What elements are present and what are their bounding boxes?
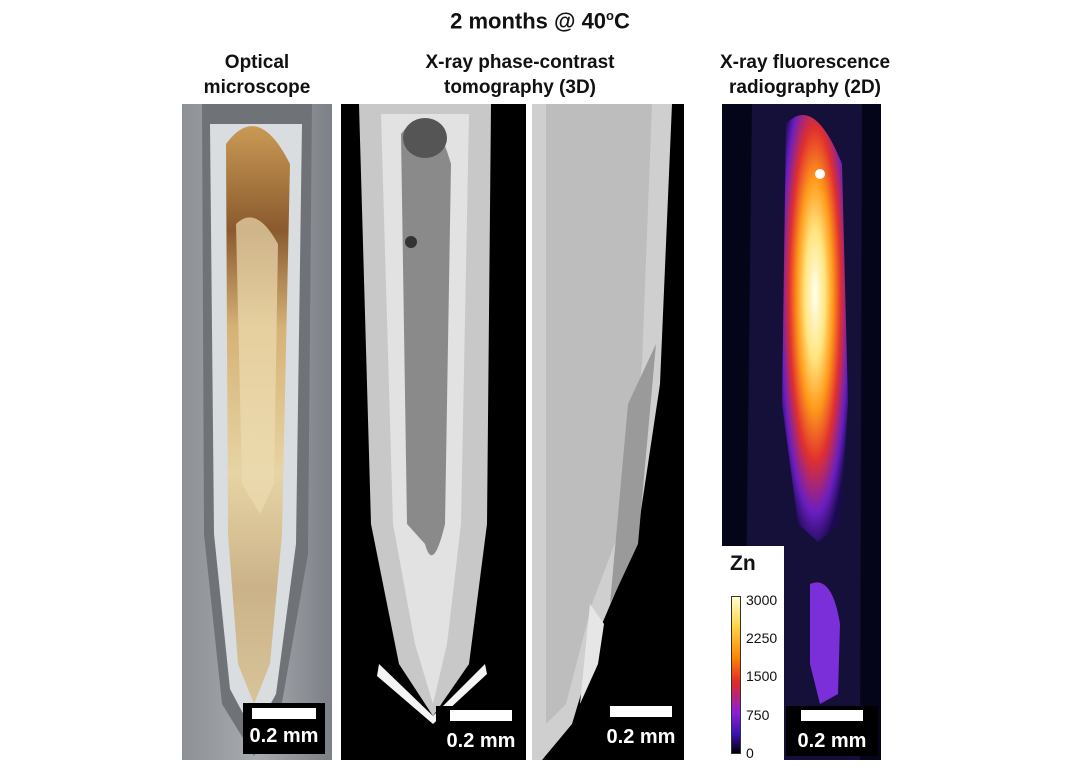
scale-bar-line — [252, 708, 316, 719]
scale-bar-fluorescence: 0.2 mm — [786, 706, 878, 756]
tomography-image-left — [341, 104, 526, 760]
optical-label-line2: microscope — [203, 77, 311, 98]
scale-bar-tomography-left: 0.2 mm — [436, 706, 526, 756]
colorbar-gradient — [731, 596, 741, 754]
colorbar-tick: 1500 — [746, 668, 778, 684]
scale-bar-line — [610, 706, 672, 717]
fluorescence-label-line1: X-ray fluorescence — [719, 52, 891, 73]
tomography-label: X-ray phase-contrast tomography (3D) — [380, 50, 660, 100]
tomography-label-line2: tomography (3D) — [444, 77, 596, 98]
tomography-label-line1: X-ray phase-contrast — [425, 52, 615, 73]
colorbar-element-label: Zn — [730, 552, 756, 575]
scale-bar-label: 0.2 mm — [249, 725, 319, 747]
scale-bar-label: 0.2 mm — [797, 730, 867, 752]
optical-label-line1: Optical — [224, 52, 290, 73]
scale-bar-label: 0.2 mm — [606, 726, 676, 748]
scale-bar-label: 0.2 mm — [446, 730, 516, 752]
scale-bar-optical: 0.2 mm — [243, 703, 325, 754]
fluorescence-label-line2: radiography (2D) — [728, 77, 882, 98]
optical-microscope-image — [182, 104, 332, 760]
scale-bar-tomography-right: 0.2 mm — [598, 702, 684, 752]
colorbar-tick: 3000 — [746, 592, 778, 608]
optical-label: Optical microscope — [182, 50, 332, 100]
figure-title: 2 months @ 40oC — [450, 8, 630, 34]
colorbar-tick: 2250 — [746, 630, 778, 646]
scale-bar-line — [801, 710, 863, 721]
colorbar-panel: Zn 3000 2250 1500 750 0 — [722, 546, 784, 761]
fluorescence-label: X-ray fluorescence radiography (2D) — [700, 50, 910, 100]
scale-bar-line — [450, 710, 512, 721]
colorbar-tick: 750 — [746, 707, 770, 723]
tomography-image-right — [532, 104, 684, 760]
colorbar-tick: 0 — [746, 745, 754, 761]
